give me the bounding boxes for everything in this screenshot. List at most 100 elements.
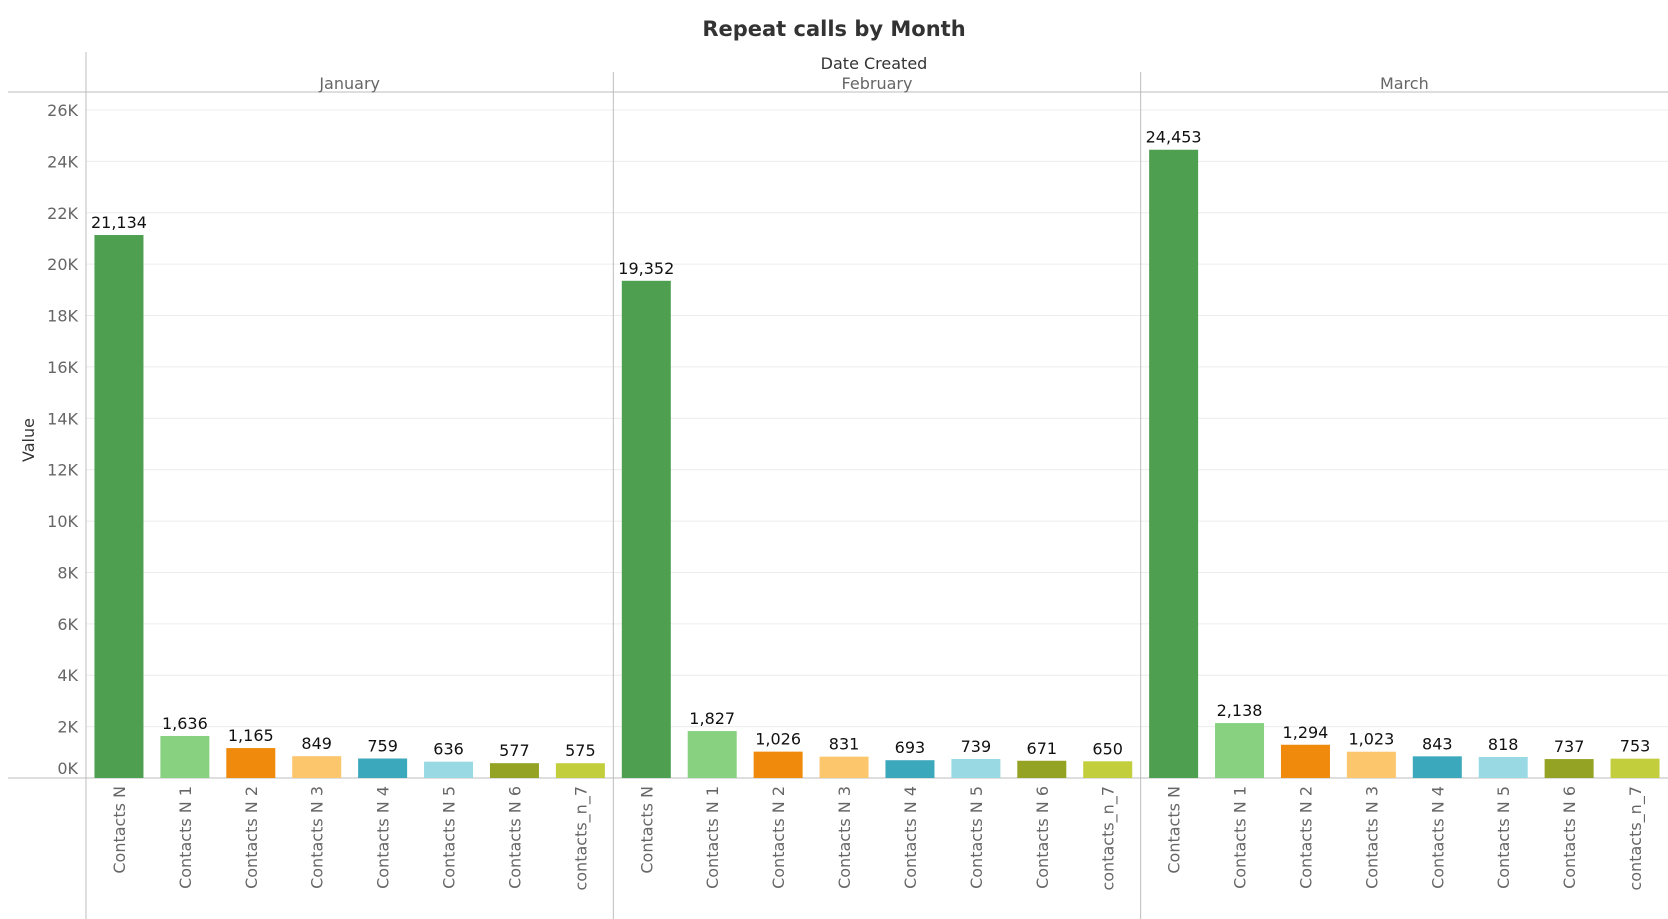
data-label: 575 <box>565 741 596 760</box>
data-label: 19,352 <box>618 259 674 278</box>
bar-january-2 <box>160 735 210 778</box>
category-labels: Contacts N Contacts N 1 Contacts N 2 Contac… <box>110 786 1646 891</box>
data-label: 739 <box>961 737 992 756</box>
bar-march-4 <box>1346 751 1396 778</box>
y-tick-label: 6K <box>57 615 78 634</box>
bar-february-4 <box>819 756 869 778</box>
category-label: Contacts N 1 <box>1231 786 1250 889</box>
category-label: Contacts N 3 <box>835 786 854 889</box>
category-label: Contacts N 2 <box>242 786 261 889</box>
data-label: 1,294 <box>1283 723 1329 742</box>
category-label: Contacts N 1 <box>703 786 722 889</box>
chart-title: Repeat calls by Month <box>702 17 965 41</box>
bar-january-3 <box>226 748 276 778</box>
data-label: 1,827 <box>689 709 735 728</box>
data-label: 577 <box>499 741 530 760</box>
data-label: 831 <box>829 735 860 754</box>
y-axis-ticks: 0K 2K 4K 6K 8K 10K 12K 14K 16K 18K 20K 22K 24K 26K <box>47 101 78 778</box>
bar-january-4 <box>292 756 342 778</box>
category-label: Contacts N <box>1165 786 1184 874</box>
data-label: 671 <box>1027 739 1058 758</box>
data-label: 759 <box>367 736 398 755</box>
category-label: Contacts N 2 <box>769 786 788 889</box>
bar-march-1 <box>1149 149 1199 779</box>
category-label: Contacts N <box>110 786 129 874</box>
gridlines <box>86 109 1668 728</box>
y-tick-label: 16K <box>47 358 78 377</box>
bar-january-6 <box>424 761 474 778</box>
bar-march-8 <box>1610 758 1660 778</box>
data-label: 650 <box>1092 739 1123 758</box>
column-header-date-created: Date Created <box>821 54 928 73</box>
category-label: Contacts N 4 <box>901 786 920 889</box>
category-label: Contacts N <box>637 786 656 874</box>
bar-february-6 <box>951 759 1001 778</box>
bar-february-3 <box>753 751 803 778</box>
y-tick-label: 4K <box>57 666 78 685</box>
data-label: 693 <box>895 738 926 757</box>
y-tick-label: 14K <box>47 409 78 428</box>
y-axis-label: Value <box>19 418 38 462</box>
data-label: 843 <box>1422 734 1453 753</box>
data-label: 1,165 <box>228 726 274 745</box>
bar-february-8 <box>1083 761 1133 778</box>
bar-january-7 <box>489 763 539 778</box>
category-label: Contacts N 6 <box>505 786 524 889</box>
y-tick-label: 8K <box>57 563 78 582</box>
data-label: 1,023 <box>1348 730 1394 749</box>
data-label: 636 <box>433 740 464 759</box>
month-headers: January February March <box>318 74 1428 93</box>
data-label: 849 <box>301 734 332 753</box>
data-label: 737 <box>1554 737 1585 756</box>
data-label: 1,636 <box>162 714 208 733</box>
category-label: Contacts N 5 <box>1494 786 1513 889</box>
y-tick-label: 22K <box>47 204 78 223</box>
bar-march-3 <box>1280 744 1330 778</box>
category-label: Contacts N 4 <box>374 786 393 889</box>
y-tick-label: 18K <box>47 307 78 326</box>
data-label: 24,453 <box>1146 128 1202 147</box>
category-label: Contacts N 4 <box>1428 786 1447 889</box>
category-label: Contacts N 3 <box>1362 786 1381 889</box>
data-labels: 21,134 1,636 1,165 849 759 636 577 575 19,352 1,8… <box>91 128 1650 760</box>
category-label: contacts_n_7 <box>571 786 591 891</box>
data-label: 818 <box>1488 735 1519 754</box>
category-label: Contacts N 2 <box>1296 786 1315 889</box>
bars <box>94 149 1660 779</box>
category-label: Contacts N 3 <box>308 786 327 889</box>
bar-january-5 <box>358 758 408 778</box>
data-label: 21,134 <box>91 213 147 232</box>
bar-february-7 <box>1017 760 1067 778</box>
y-tick-label: 10K <box>47 512 78 531</box>
category-label: Contacts N 5 <box>440 786 459 889</box>
bar-february-1 <box>621 280 671 778</box>
category-label: Contacts N 1 <box>176 786 195 889</box>
category-label: Contacts N 6 <box>1033 786 1052 889</box>
y-tick-label: 26K <box>47 101 78 120</box>
y-tick-label: 20K <box>47 255 78 274</box>
bar-january-8 <box>555 763 605 778</box>
bar-march-2 <box>1215 723 1265 778</box>
month-header-january: January <box>318 74 380 93</box>
y-tick-label: 0K <box>57 759 78 778</box>
bar-january-1 <box>94 235 144 778</box>
y-tick-label: 24K <box>47 152 78 171</box>
month-header-march: March <box>1380 74 1429 93</box>
bar-march-7 <box>1544 759 1594 778</box>
bar-march-5 <box>1412 756 1462 778</box>
bar-february-2 <box>687 731 737 778</box>
category-label: Contacts N 6 <box>1560 786 1579 889</box>
data-label: 1,026 <box>755 730 801 749</box>
bar-march-6 <box>1478 756 1528 778</box>
data-label: 2,138 <box>1217 701 1263 720</box>
bar-february-5 <box>885 760 935 778</box>
y-tick-label: 12K <box>47 461 78 480</box>
category-label: contacts_n_7 <box>1099 786 1119 891</box>
y-tick-label: 2K <box>57 718 78 737</box>
category-label: Contacts N 5 <box>967 786 986 889</box>
month-header-february: February <box>842 74 913 93</box>
data-label: 753 <box>1620 737 1651 756</box>
category-label: contacts_n_7 <box>1626 786 1646 891</box>
